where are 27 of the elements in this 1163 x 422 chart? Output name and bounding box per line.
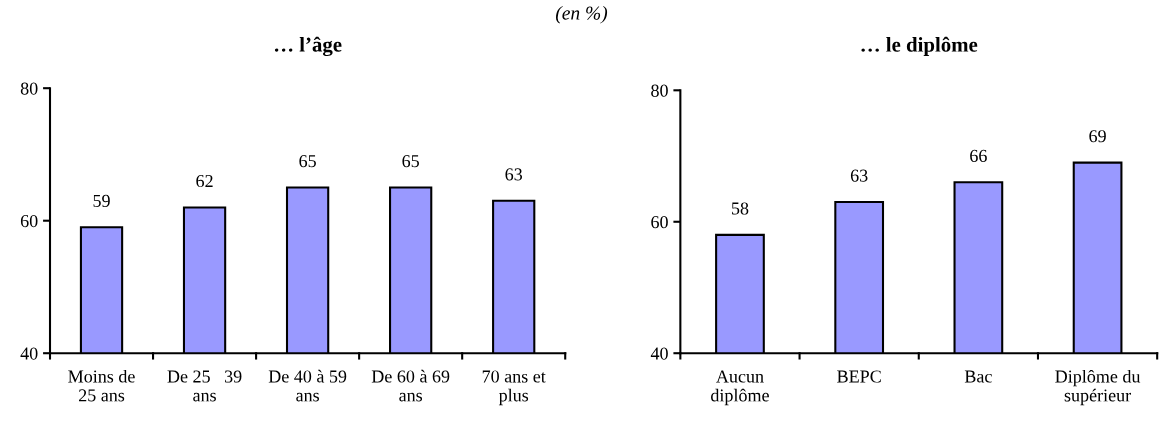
data-label: 58 [731, 202, 749, 215]
y-tick-label: 60 [651, 216, 668, 229]
y-tick-label: 80 [20, 82, 38, 95]
x-tick-label: De 40 à 59 ans [268, 369, 347, 402]
x-tick-label: 70 ans et plus [482, 370, 546, 406]
data-label: 65 [299, 155, 316, 168]
chart-title: … l’âge [274, 36, 342, 57]
data-label: 59 [93, 194, 110, 207]
y-tick-label: 40 [20, 347, 38, 360]
x-tick-label: De 25 39 ans [167, 370, 242, 402]
x-tick-label: Aucun diplôme [711, 370, 769, 406]
data-label: 63 [850, 169, 868, 182]
x-tick-label: De 60 à 69 ans [371, 369, 450, 402]
data-label: 65 [402, 155, 419, 168]
x-tick-label: Diplôme du supérieur [1055, 369, 1141, 406]
data-label: 63 [505, 168, 523, 181]
data-label: 62 [196, 174, 213, 188]
y-tick-label: 40 [650, 347, 668, 360]
y-tick-label: 60 [20, 214, 38, 228]
data-label: 66 [970, 149, 987, 162]
x-tick-label: Bac [964, 370, 992, 383]
x-tick-label: BEPC [837, 370, 881, 383]
text: (en %) [556, 5, 608, 24]
x-tick-label: Moins de 25 ans [68, 369, 135, 402]
data-label: 69 [1089, 130, 1106, 143]
chart-title: … le diplôme [861, 36, 978, 56]
y-tick-label: 80 [651, 84, 668, 97]
